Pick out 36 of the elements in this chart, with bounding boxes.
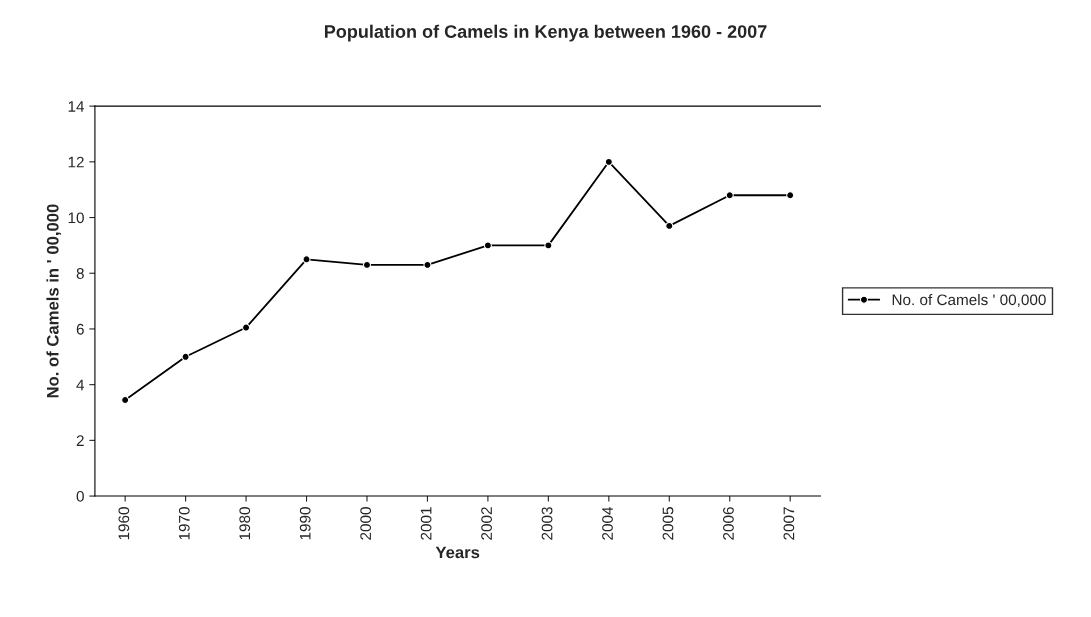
y-axis-title: No. of Camels in ' 00,000	[46, 204, 62, 398]
point	[302, 255, 311, 264]
x-tick-label: 2000	[360, 507, 372, 540]
point	[665, 221, 674, 230]
x-tick-label: 1960	[118, 507, 130, 540]
point	[121, 395, 130, 404]
point	[423, 260, 432, 269]
x-tick-label: 2004	[602, 506, 613, 540]
x-tick-label: 2001	[420, 507, 432, 540]
chart-title: Population of Camels in Kenya between 1960 - 2007	[324, 24, 767, 42]
x-tick-label: 2006	[723, 507, 734, 540]
y-tick-label: 4	[76, 379, 85, 391]
y-tick-label: 8	[76, 268, 84, 279]
y-tick-label: 10	[68, 212, 84, 224]
x-tick-label: 2007	[783, 507, 795, 540]
point	[242, 323, 251, 332]
point	[483, 241, 492, 250]
point	[725, 191, 734, 200]
point	[786, 191, 795, 200]
y-tick-label: 2	[76, 435, 84, 446]
x-tick-label: 2003	[541, 507, 553, 540]
x-tick-label: 1990	[299, 507, 311, 540]
x-tick-label: 2002	[481, 507, 493, 540]
point	[544, 241, 553, 250]
x-axis-title: Years	[435, 546, 480, 559]
y-tick-label: 14	[68, 101, 85, 112]
y-tick-label: 6	[76, 323, 84, 335]
y-tick-label: 0	[76, 490, 84, 502]
point	[362, 260, 371, 269]
y-tick-label: 12	[68, 156, 84, 168]
legend-label: No. of Camels ' 00,000	[892, 293, 1046, 307]
x-tick-label: 1980	[239, 507, 251, 540]
x-tick-label: 2005	[662, 507, 674, 540]
point	[181, 352, 190, 361]
point	[604, 157, 613, 166]
x-tick-label: 1970	[178, 507, 190, 540]
